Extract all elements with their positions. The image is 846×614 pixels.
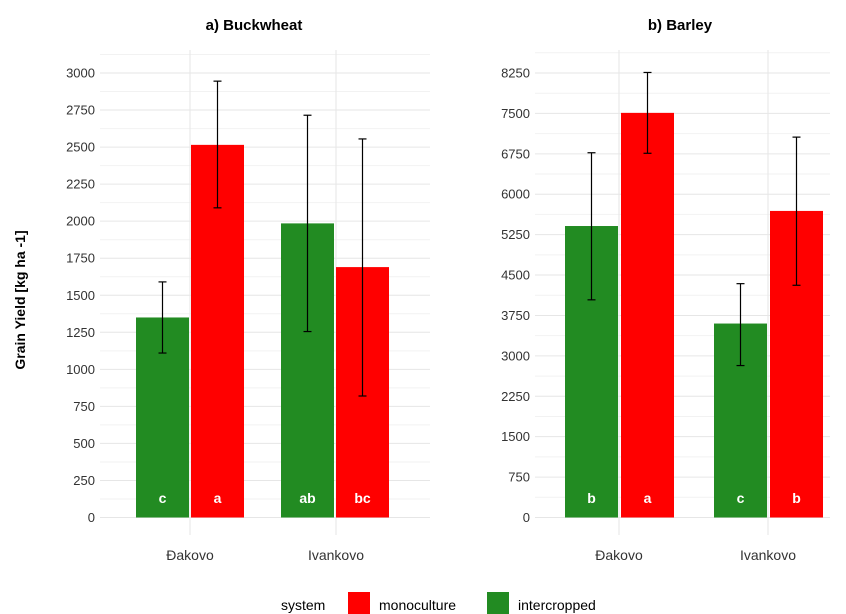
y-tick-label: 2500 <box>66 140 95 155</box>
x-category-label: Ivankovo <box>308 547 364 563</box>
y-tick-label: 8250 <box>501 66 530 81</box>
x-category-label: Ivankovo <box>740 547 796 563</box>
significance-letter: c <box>159 490 167 506</box>
significance-letter: b <box>587 490 596 506</box>
y-tick-label: 7500 <box>501 106 530 121</box>
legend-swatch-monoculture <box>348 592 370 614</box>
significance-letter: bc <box>354 490 371 506</box>
x-category-label: Đakovo <box>166 547 214 563</box>
significance-letter: c <box>737 490 745 506</box>
panel-barley: b) Barley 0 750 1500 2250 3000 3750 4500 5250 600… <box>501 17 830 563</box>
y-tick-label: 2250 <box>66 177 95 192</box>
bar-monoculture <box>621 113 674 518</box>
y-tick-label: 3000 <box>66 66 95 81</box>
panel-buckwheat: a) Buckwheat 0 250 500 750 1000 1250 1500 1750 20… <box>66 17 430 563</box>
legend-label-intercropped: intercropped <box>518 597 596 613</box>
y-tick-label: 2000 <box>66 214 95 229</box>
y-tick-label: 5250 <box>501 227 530 242</box>
y-tick-label: 1250 <box>66 325 95 340</box>
significance-letter: ab <box>299 490 315 506</box>
y-tick-label: 6000 <box>501 187 530 202</box>
y-tick-label: 0 <box>523 510 530 525</box>
significance-letter: b <box>792 490 801 506</box>
y-tick-label: 500 <box>73 436 95 451</box>
y-tick-label: 3000 <box>501 348 530 363</box>
y-tick-label: 2750 <box>66 103 95 118</box>
legend-title: system <box>281 597 325 613</box>
y-tick-label: 1500 <box>501 429 530 444</box>
y-tick-label: 1750 <box>66 251 95 266</box>
x-category-label: Đakovo <box>595 547 643 563</box>
legend-swatch-intercropped <box>487 592 509 614</box>
y-tick-label: 6750 <box>501 146 530 161</box>
y-tick-label: 250 <box>73 473 95 488</box>
significance-letter: a <box>644 490 652 506</box>
panel-title: b) Barley <box>648 17 713 34</box>
legend: system monoculture intercropped <box>281 592 596 614</box>
y-tick-label: 2250 <box>501 389 530 404</box>
legend-label-monoculture: monoculture <box>379 597 456 613</box>
y-tick-label: 0 <box>88 510 95 525</box>
y-tick-label: 1500 <box>66 288 95 303</box>
y-axis-label: Grain Yield [kg ha -1] <box>12 230 28 369</box>
significance-letter: a <box>214 490 222 506</box>
panel-title: a) Buckwheat <box>206 17 303 34</box>
y-tick-label: 3750 <box>501 308 530 323</box>
y-tick-label: 1000 <box>66 362 95 377</box>
y-tick-label: 4500 <box>501 268 530 283</box>
y-tick-label: 750 <box>73 399 95 414</box>
y-tick-label: 750 <box>508 470 530 485</box>
